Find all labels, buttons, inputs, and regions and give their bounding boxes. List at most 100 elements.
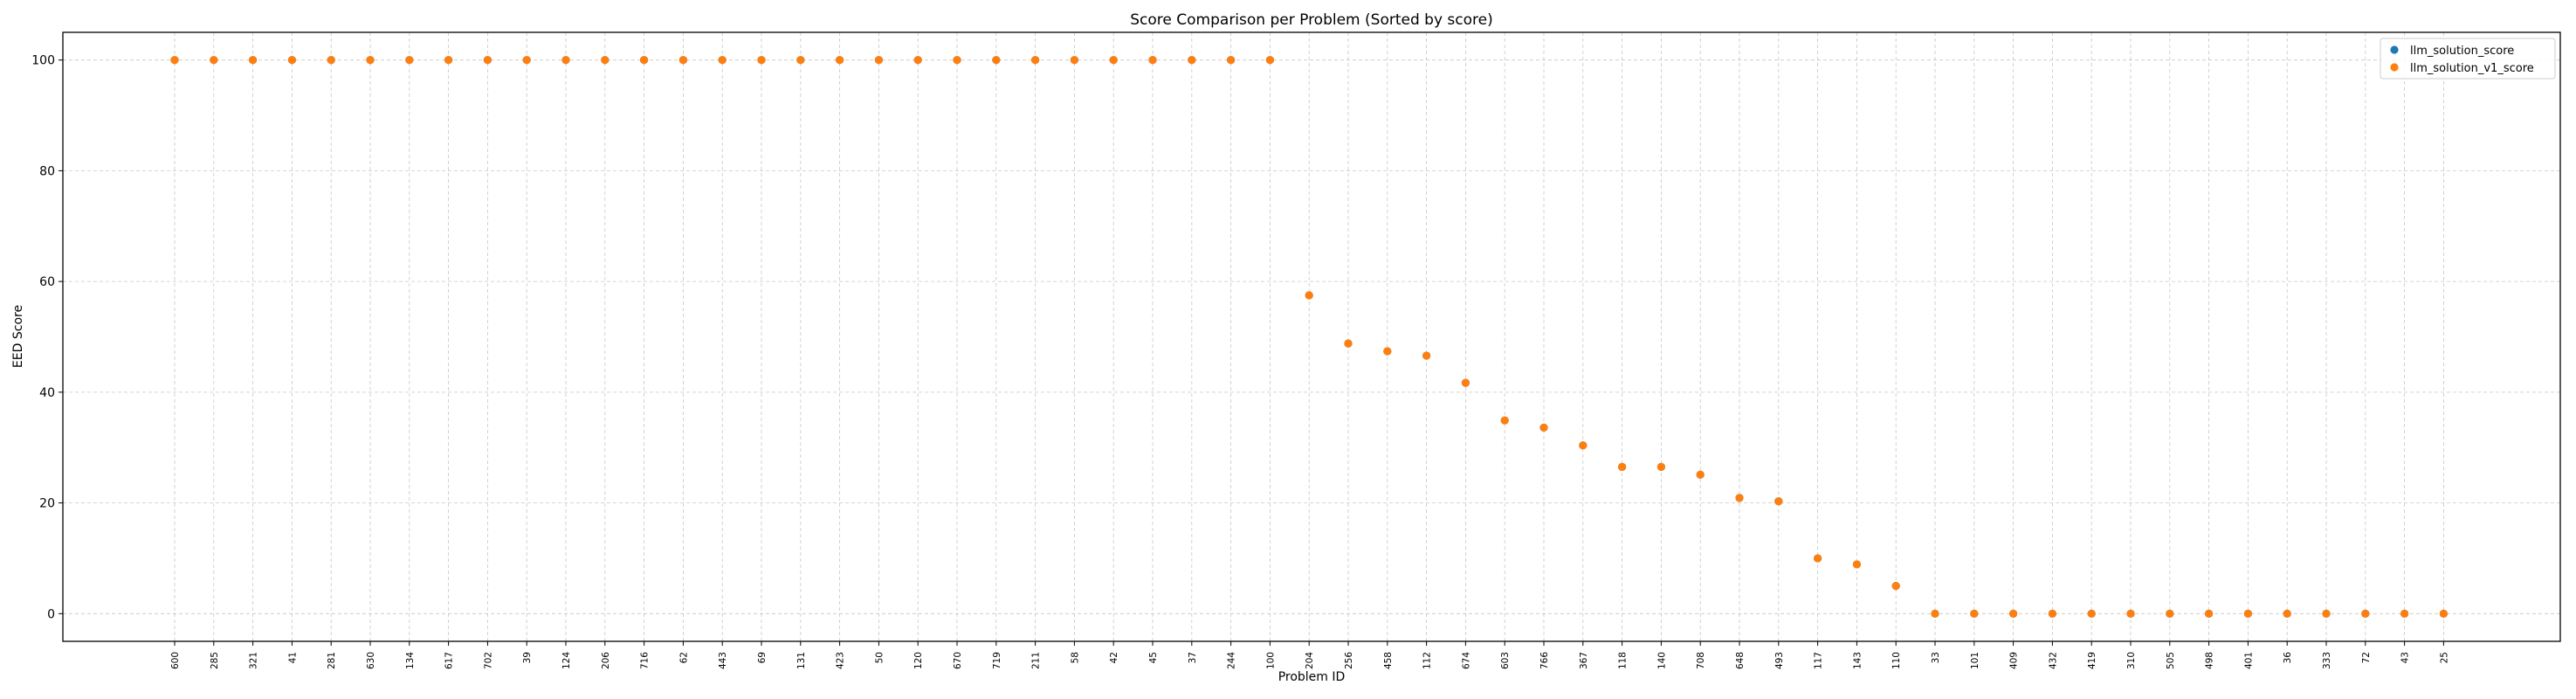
x-tick-label: 617 [444, 652, 455, 669]
data-point-llm_solution_v1_score [170, 56, 179, 65]
data-point-llm_solution_v1_score [1188, 56, 1196, 65]
data-point-llm_solution_v1_score [327, 56, 335, 65]
legend-box [2380, 38, 2556, 80]
x-tick-label: 244 [1227, 652, 1237, 669]
x-tick-label: 432 [2048, 652, 2058, 669]
x-tick-label: 143 [1852, 652, 1863, 669]
x-tick-label: 603 [1500, 652, 1511, 669]
x-tick-label: 702 [483, 652, 493, 669]
x-tick-label: 37 [1188, 652, 1198, 663]
x-tick-label: 41 [287, 652, 298, 663]
data-point-llm_solution_v1_score [796, 56, 805, 65]
x-tick-label: 281 [327, 652, 337, 669]
data-point-llm_solution_v1_score [1618, 462, 1627, 472]
x-tick-label: 131 [796, 652, 807, 669]
y-tick-label: 60 [39, 275, 55, 289]
x-tick-label: 716 [640, 652, 651, 669]
data-point-llm_solution_v1_score [1344, 339, 1353, 348]
x-tick-label: 100 [1265, 652, 1276, 669]
x-tick-label: 630 [366, 652, 376, 669]
data-point-llm_solution_v1_score [1461, 378, 1470, 387]
data-point-llm_solution_v1_score [1383, 347, 1392, 356]
grid-layer [63, 32, 2560, 641]
data-point-llm_solution_v1_score [1579, 441, 1588, 450]
y-tick-label: 100 [31, 54, 55, 68]
x-tick-label: 423 [836, 652, 846, 669]
data-point-llm_solution_v1_score [1227, 56, 1236, 65]
data-point-llm_solution_v1_score [1970, 609, 1979, 618]
x-tick-label: 69 [757, 652, 768, 663]
data-point-llm_solution_v1_score [1422, 351, 1431, 360]
data-point-llm_solution_v1_score [287, 56, 296, 65]
x-tick-label: 367 [1579, 652, 1589, 669]
data-point-llm_solution_v1_score [2439, 609, 2448, 618]
data-point-llm_solution_v1_score [678, 56, 688, 65]
data-point-llm_solution_v1_score [1656, 462, 1665, 472]
data-point-llm_solution_v1_score [1031, 56, 1040, 65]
x-tick-label: 493 [1774, 652, 1785, 669]
x-tick-label: 45 [1148, 652, 1159, 663]
data-point-llm_solution_v1_score [992, 56, 1001, 65]
y-axis: 0 20 40 60 80 100 [31, 54, 63, 621]
y-tick-label: 20 [39, 497, 55, 511]
data-point-llm_solution_v1_score [2361, 609, 2370, 618]
legend-marker [2390, 63, 2399, 72]
chart-title: Score Comparison per Problem (Sorted by … [1130, 11, 1492, 29]
x-tick-label: 206 [601, 652, 611, 669]
y-axis-label: EED Score [11, 305, 25, 368]
points-layer [170, 56, 2448, 618]
x-tick-label: 110 [1891, 652, 1902, 669]
data-point-llm_solution_v1_score [1265, 56, 1274, 65]
x-tick-label: 42 [1109, 652, 1119, 663]
data-point-llm_solution_v1_score [2322, 609, 2331, 618]
x-tick-label: 708 [1696, 652, 1706, 669]
x-tick-label: 204 [1305, 652, 1315, 669]
x-tick-label: 285 [210, 652, 220, 669]
x-tick-label: 600 [170, 652, 181, 669]
data-point-llm_solution_v1_score [1539, 423, 1548, 433]
x-tick-label: 101 [1970, 652, 1980, 669]
x-tick-label: 33 [1931, 652, 1941, 663]
x-tick-label: 50 [874, 652, 885, 663]
data-point-llm_solution_v1_score [444, 56, 453, 65]
x-tick-label: 766 [1539, 652, 1550, 669]
x-tick-label: 648 [1735, 652, 1746, 669]
x-tick-label: 112 [1422, 652, 1433, 669]
plot-frame [62, 31, 2561, 642]
x-axis-label: Problem ID [1278, 670, 1346, 684]
x-tick-label: 419 [2087, 652, 2097, 669]
data-point-llm_solution_v1_score [1148, 56, 1157, 65]
data-point-llm_solution_v1_score [2087, 609, 2096, 618]
x-tick-label: 211 [1031, 652, 1042, 669]
x-tick-label: 117 [1814, 652, 1824, 669]
x-tick-label: 25 [2439, 652, 2449, 663]
data-point-llm_solution_v1_score [1500, 416, 1509, 425]
x-tick-label: 333 [2322, 652, 2332, 669]
data-point-llm_solution_v1_score [1696, 470, 1705, 479]
data-point-llm_solution_v1_score [836, 56, 844, 65]
data-point-llm_solution_v1_score [249, 56, 258, 65]
x-tick-label: 409 [2009, 652, 2020, 669]
x-tick-label: 719 [992, 652, 1002, 669]
x-tick-label: 39 [522, 652, 533, 663]
data-point-llm_solution_v1_score [561, 56, 570, 65]
data-point-llm_solution_v1_score [1931, 609, 1939, 618]
y-tick-label: 40 [39, 386, 55, 400]
data-point-llm_solution_v1_score [2048, 609, 2056, 618]
data-point-llm_solution_v1_score [953, 56, 961, 65]
data-point-llm_solution_v1_score [405, 56, 414, 65]
x-tick-label: 140 [1656, 652, 1667, 669]
data-point-llm_solution_v1_score [913, 56, 922, 65]
data-point-llm_solution_v1_score [210, 56, 218, 65]
data-point-llm_solution_v1_score [2283, 609, 2291, 618]
data-point-llm_solution_v1_score [2126, 609, 2135, 618]
legend-label: llm_solution_v1_score [2410, 62, 2534, 75]
x-tick-label: 443 [718, 652, 728, 669]
data-point-llm_solution_v1_score [1891, 582, 1900, 591]
x-tick-label: 36 [2283, 652, 2293, 664]
x-tick-label: 505 [2166, 652, 2176, 669]
data-point-llm_solution_v1_score [2400, 609, 2409, 618]
data-point-llm_solution_v1_score [1852, 560, 1861, 569]
